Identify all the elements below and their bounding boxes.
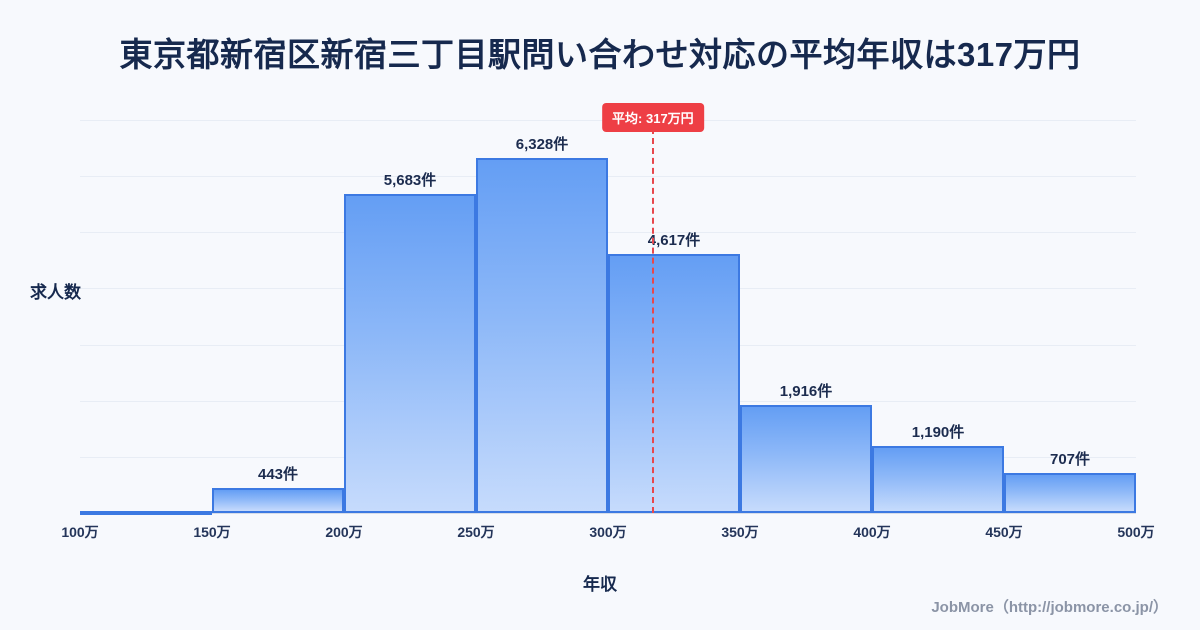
bar-value-label: 4,617件	[647, 231, 701, 249]
x-tick-label: 500万	[1117, 524, 1155, 540]
page-title: 東京都新宿区新宿三丁目駅問い合わせ対応の平均年収は317万円	[119, 36, 1081, 73]
mean-badge: 平均: 317万円	[602, 103, 704, 132]
x-tick-label: 200万	[325, 524, 363, 540]
x-tick-label: 250万	[457, 524, 495, 540]
histogram-bar	[608, 253, 740, 513]
x-tick-label: 150万	[193, 524, 231, 540]
histogram-bar	[1004, 473, 1136, 513]
x-tick-label: 350万	[721, 524, 759, 540]
gridline	[80, 232, 1136, 234]
bar-value-label: 6,328件	[515, 135, 569, 153]
bar-value-label: 1,190件	[911, 424, 965, 442]
x-tick-label: 100万	[61, 524, 99, 540]
histogram-bar	[476, 157, 608, 513]
histogram-bar	[740, 405, 872, 513]
bar-value-label: 1,916件	[779, 383, 833, 401]
bar-value-label: 707件	[1049, 451, 1091, 469]
x-tick-label: 300万	[589, 524, 627, 540]
x-axis-label: 年収	[583, 575, 617, 594]
y-axis-label: 求人数	[30, 283, 81, 302]
bar-value-label: 443件	[257, 466, 299, 484]
x-axis-line	[80, 513, 1136, 514]
histogram-bar	[872, 446, 1004, 513]
x-tick-label: 450万	[985, 524, 1023, 540]
histogram-bar	[80, 511, 212, 515]
gridline	[80, 176, 1136, 178]
histogram-bar	[344, 193, 476, 513]
x-tick-label: 400万	[853, 524, 891, 540]
bar-value-label: 5,683件	[383, 171, 437, 189]
histogram-bar	[212, 488, 344, 513]
footer-credit: JobMore（http://jobmore.co.jp/）	[931, 599, 1168, 616]
mean-line	[651, 128, 654, 513]
